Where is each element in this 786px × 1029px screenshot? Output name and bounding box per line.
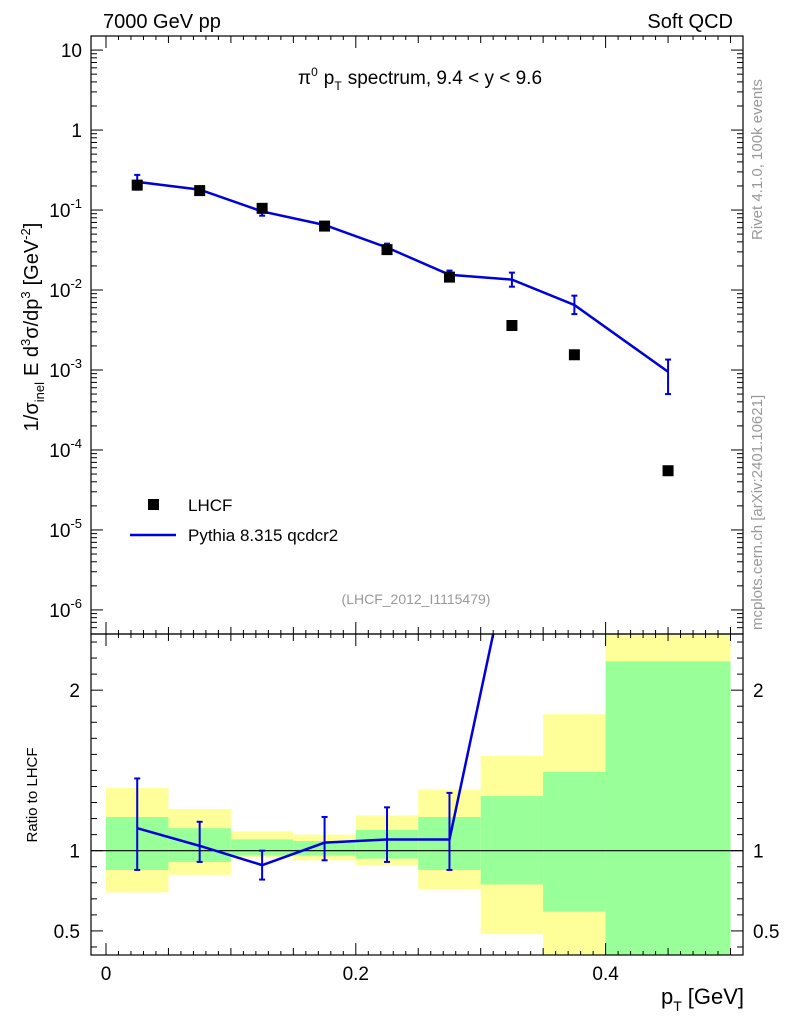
legend-label-pythia: Pythia 8.315 qcdcr2 [188,526,338,545]
main-pythia-line [137,180,669,373]
energy-label: 7000 GeV pp [103,11,221,33]
lhcf-data-point-7 [568,349,580,361]
ratio-y-tick-label-left: 0.5 [54,922,80,943]
lhcf-data-point-3 [319,220,331,232]
ratio-y-tick-label-right: 1 [753,842,764,863]
ratio-green-band-8 [605,661,731,955]
main-y-tick-label: 10-4 [49,436,82,462]
x-tick-label: 0 [101,964,112,985]
x-tick-label: 0.2 [343,964,369,985]
legend-label-lhcf: LHCF [188,496,232,515]
ratio-green-band-7 [543,772,606,912]
ratio-y-tick-label-left: 2 [69,681,80,702]
lhcf-data-point-8 [662,465,674,477]
main-y-tick-label: 10-5 [49,516,82,542]
main-y-tick-label: 10-2 [49,276,82,302]
ratio-plot-frame [90,633,744,956]
main-y-tick-label: 10-3 [49,356,82,382]
lhcf-data-point-0 [131,179,143,191]
main-y-tick-label: 1 [71,121,82,142]
lhcf-data-point-6 [506,320,518,332]
ratio-green-band-6 [480,796,544,885]
ratio-y-axis-label: Ratio to LHCF [24,747,41,842]
lhcf-data-point-2 [256,202,268,214]
process-label: Soft QCD [647,11,733,33]
rivet-version-label: Rivet 4.1.0, 100k events [749,79,766,240]
analysis-id-label: (LHCF_2012_I1115479) [342,591,491,607]
x-tick-label: 0.4 [592,964,619,985]
lhcf-data-point-1 [194,185,206,197]
legend-marker-lhcf [148,499,159,510]
ratio-y-tick-label-left: 1 [69,842,80,863]
lhcf-data-point-5 [443,271,455,283]
mcplots-label: mcplots.cern.ch [arXiv:2401.10621] [749,395,766,630]
main-plot-title: π0 pT spectrum, 9.4 < y < 9.6 [298,65,542,93]
main-y-axis-label: 1/σinelE d3σ/dp3[GeV-2] [18,223,47,432]
main-y-tick-label: 10-1 [49,196,82,222]
x-axis-label: pT [GeV] [661,984,744,1014]
ratio-green-band-2 [230,839,294,856]
legend: LHCF Pythia 8.315 qcdcr2 [130,496,338,545]
lhcf-data-point-4 [381,244,393,256]
ratio-y-tick-label-right: 2 [753,681,764,702]
ratio-y-tick-label-right: 0.5 [753,922,779,943]
main-y-tick-label: 10 [61,41,82,62]
main-y-tick-label: 10-6 [49,596,82,622]
